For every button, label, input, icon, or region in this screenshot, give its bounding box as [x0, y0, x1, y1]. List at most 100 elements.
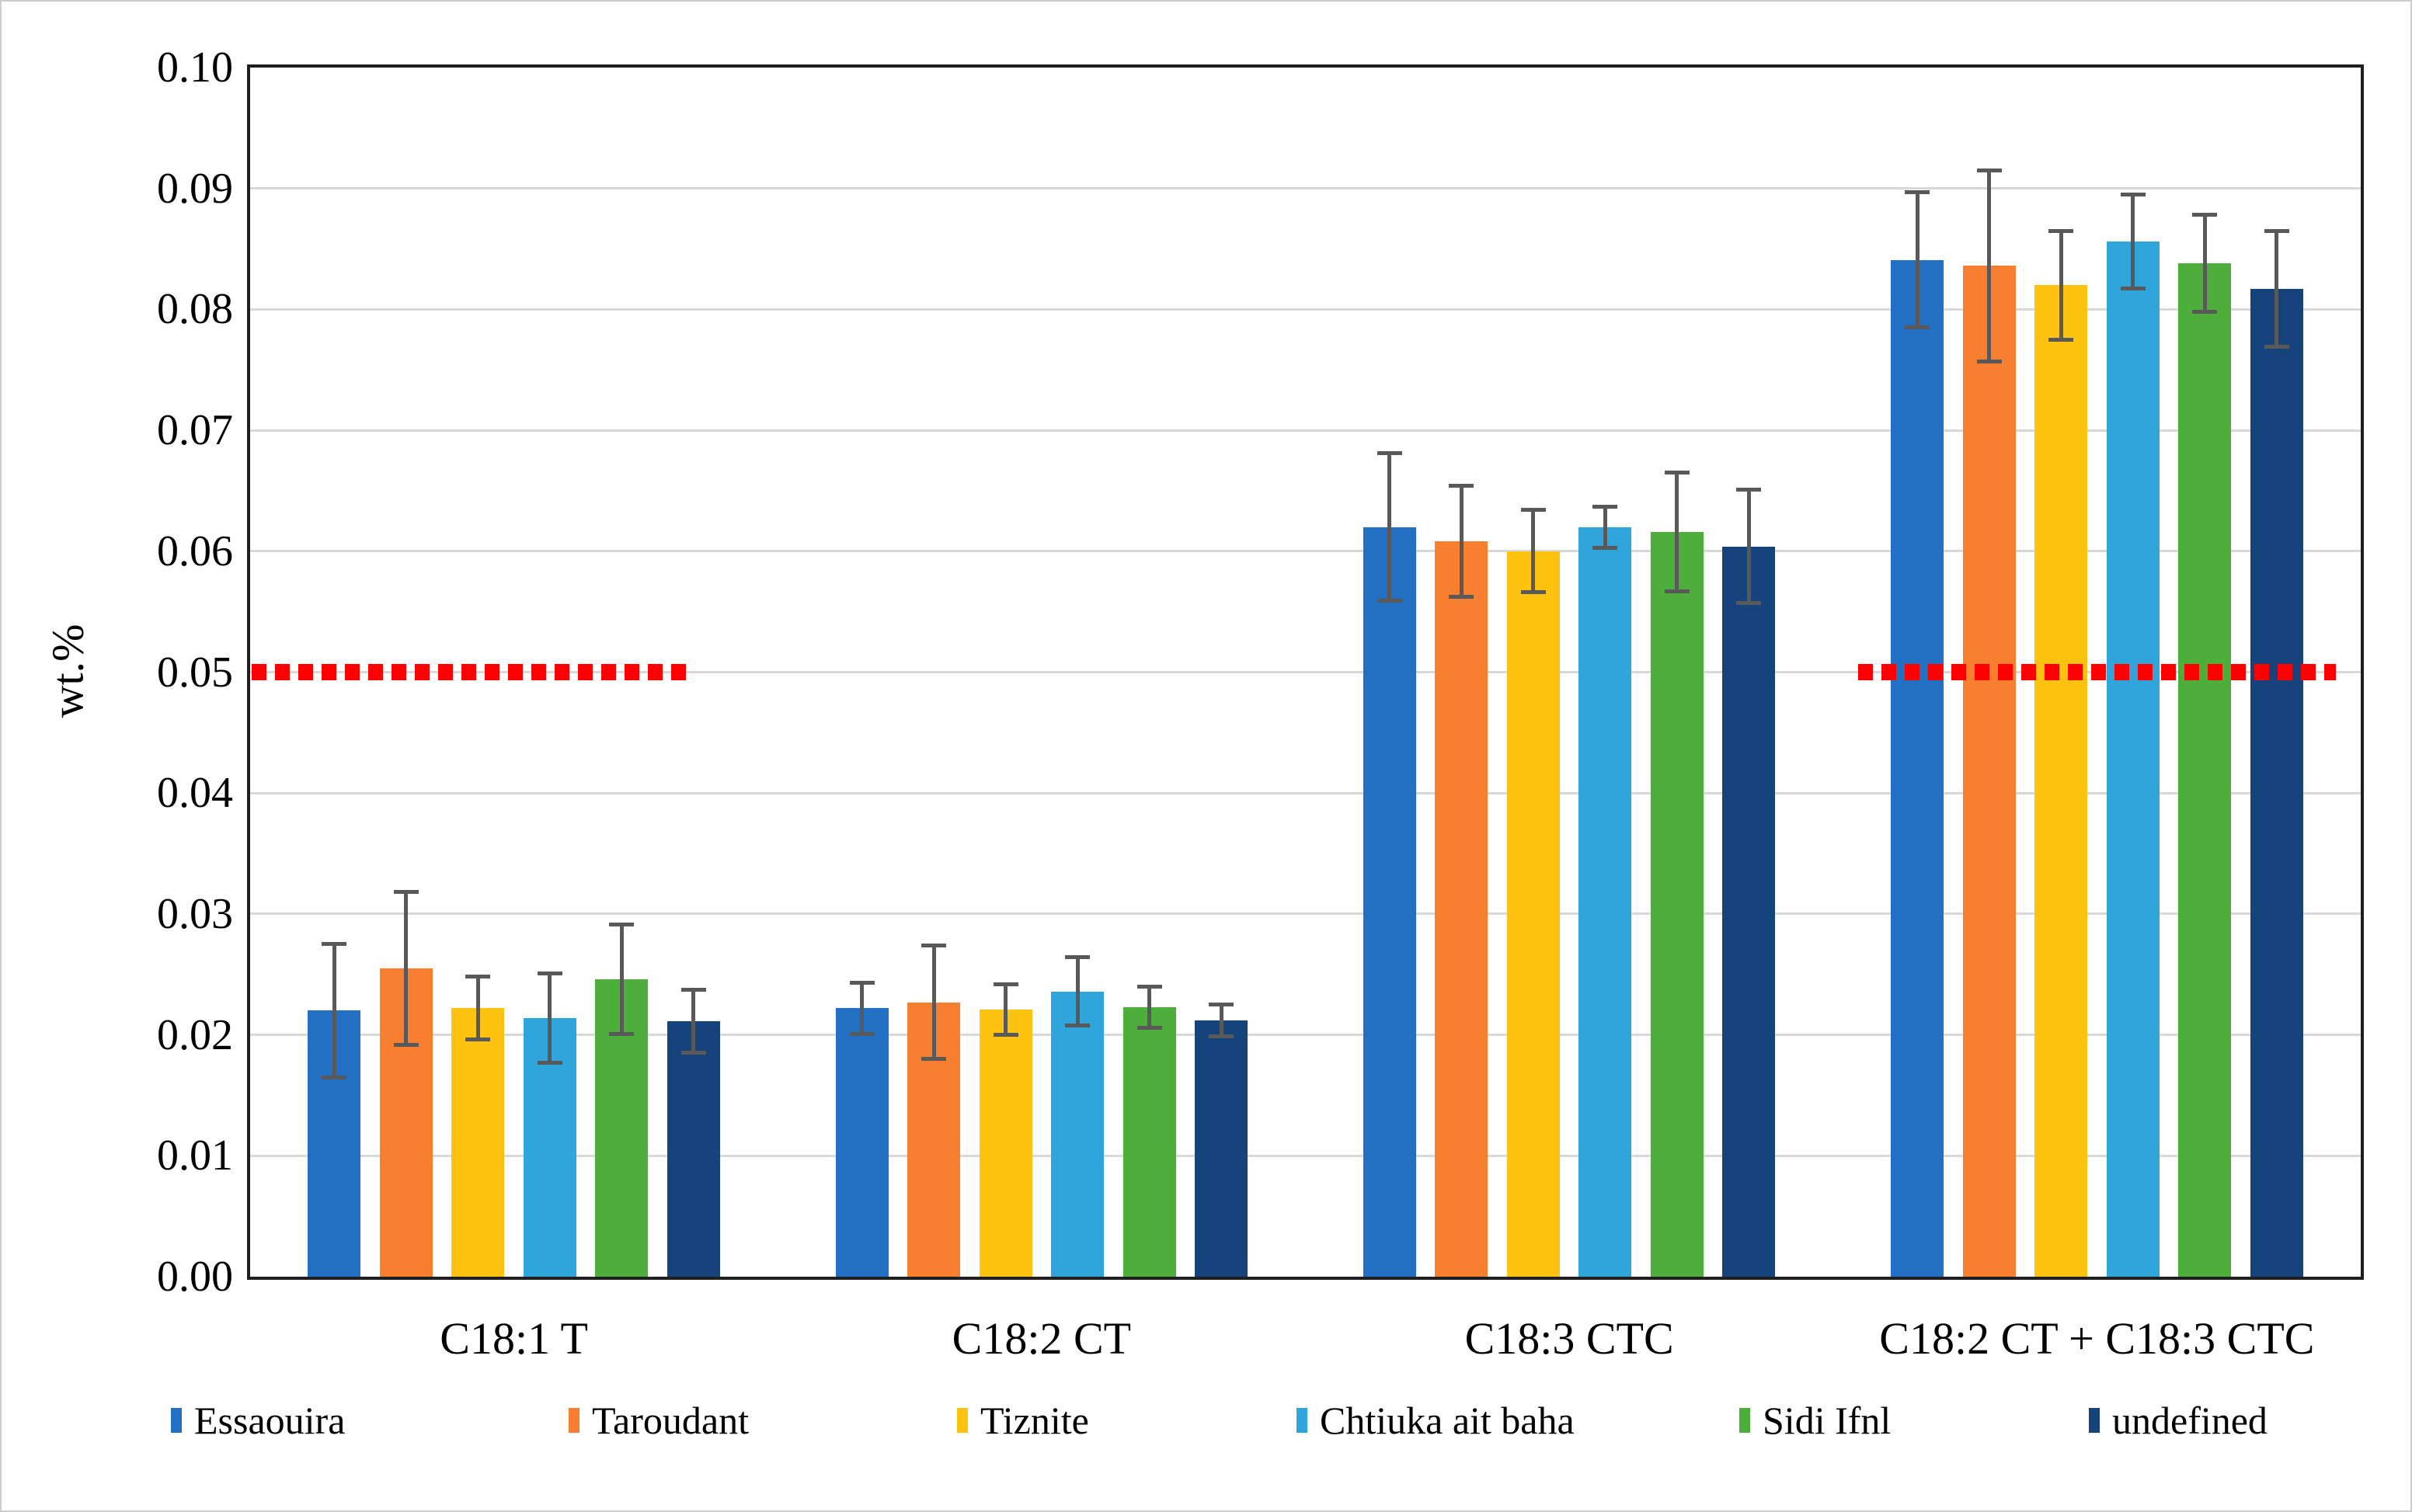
error-bar-cap-bottom — [1592, 545, 1618, 550]
y-tick-label-0.05: 0.05 — [157, 648, 233, 697]
plot-area — [247, 64, 2364, 1280]
gridline-0.09 — [250, 187, 2361, 190]
gridline-0.03 — [250, 912, 2361, 916]
legend-item-essaouira: Essaouira — [171, 1398, 345, 1443]
y-tick-label-0.04: 0.04 — [157, 769, 233, 818]
legend-marker-tiznite — [957, 1408, 968, 1433]
error-bar-cap-bottom — [1136, 1025, 1162, 1030]
y-tick-label-0.02: 0.02 — [157, 1010, 233, 1059]
legend-marker-chtiuka-ait-baha — [1296, 1408, 1307, 1433]
error-bar-tiznite-c18-3-ctc — [1531, 509, 1536, 593]
error-bar-cap-bottom — [1209, 1034, 1234, 1038]
gridline-0.05 — [250, 671, 2361, 673]
error-bar-cap-bottom — [2264, 345, 2289, 349]
bar-tiznite-c18-1-t — [451, 1008, 505, 1277]
error-bar-cap-top — [609, 923, 635, 927]
bar-taroudant-c18-3-ctc — [1435, 541, 1488, 1277]
error-bar-cap-top — [1664, 471, 1690, 475]
error-bar-cap-top — [1520, 508, 1546, 513]
error-bar-cap-bottom — [393, 1042, 419, 1047]
error-bar-essaouira-c18-1-t — [332, 944, 336, 1078]
error-bar-cap-bottom — [680, 1051, 706, 1055]
legend-item-taroudant: Taroudant — [569, 1398, 749, 1443]
error-bar-tiznite-c18-2-ct-c18-3-ctc — [2059, 231, 2063, 340]
x-category-label-c18-1-t: C18:1 T — [440, 1313, 588, 1364]
error-bar-taroudant-c18-2-ct-c18-3-ctc — [1987, 170, 1992, 362]
error-bar-cap-bottom — [1520, 590, 1546, 595]
reference-line-right — [1858, 664, 2336, 680]
gridline-0.06 — [250, 550, 2361, 553]
error-bar-chtiuka-ait-baha-c18-3-ctc — [1603, 506, 1607, 548]
error-bar-taroudant-c18-2-ct — [931, 945, 936, 1059]
error-bar-chtiuka-ait-baha-c18-2-ct-c18-3-ctc — [2131, 194, 2135, 289]
error-bar-undefined-c18-1-t — [691, 989, 696, 1053]
y-tick-label-0.03: 0.03 — [157, 889, 233, 938]
y-tick-label-0.09: 0.09 — [157, 164, 233, 213]
y-tick-label-0.06: 0.06 — [157, 527, 233, 575]
error-bar-cap-bottom — [2048, 337, 2074, 342]
error-bar-sidi-ifnl-c18-1-t — [619, 924, 624, 1034]
legend-label-taroudant: Taroudant — [592, 1399, 749, 1442]
error-bar-cap-top — [2048, 228, 2074, 233]
legend-marker-undefined — [2089, 1408, 2100, 1433]
bar-sidi-ifnl-c18-2-ct — [1122, 1006, 1176, 1277]
bar-undefined-c18-3-ctc — [1722, 546, 1776, 1277]
bar-sidi-ifnl-c18-3-ctc — [1650, 531, 1704, 1277]
bar-chtiuka-ait-baha-c18-3-ctc — [1578, 527, 1632, 1277]
error-bar-cap-top — [465, 975, 491, 979]
bar-essaouira-c18-3-ctc — [1363, 527, 1416, 1277]
bar-chtiuka-ait-baha-c18-2-ct — [1051, 991, 1105, 1277]
error-bar-chtiuka-ait-baha-c18-2-ct — [1075, 957, 1080, 1026]
legend-item-chtiuka-ait-baha: Chtiuka ait baha — [1296, 1398, 1575, 1443]
error-bar-taroudant-c18-1-t — [404, 892, 409, 1045]
legend-item-undefined: undefined — [2089, 1398, 2268, 1443]
gridline-0.01 — [250, 1154, 2361, 1157]
error-bar-cap-bottom — [1664, 589, 1690, 593]
error-bar-cap-bottom — [1065, 1023, 1091, 1027]
error-bar-taroudant-c18-3-ctc — [1459, 485, 1464, 597]
error-bar-cap-top — [1449, 484, 1474, 488]
error-bar-cap-top — [1905, 189, 1930, 194]
error-bar-cap-bottom — [322, 1075, 347, 1079]
error-bar-undefined-c18-2-ct-c18-3-ctc — [2275, 231, 2279, 347]
error-bar-cap-top — [537, 971, 562, 975]
legend-label-chtiuka-ait-baha: Chtiuka ait baha — [1320, 1399, 1575, 1442]
y-tick-label-0.07: 0.07 — [157, 406, 233, 455]
error-bar-cap-bottom — [2192, 310, 2218, 314]
error-bar-cap-bottom — [1905, 325, 1930, 330]
error-bar-cap-bottom — [1449, 595, 1474, 600]
error-bar-cap-top — [1136, 984, 1162, 989]
bar-undefined-c18-2-ct-c18-3-ctc — [2250, 288, 2303, 1277]
error-bar-cap-top — [849, 981, 875, 985]
error-bar-cap-bottom — [609, 1031, 635, 1036]
legend-label-tiznite: Tiznite — [980, 1399, 1089, 1442]
legend-marker-essaouira — [171, 1408, 182, 1433]
y-tick-label-0.01: 0.01 — [157, 1131, 233, 1180]
legend-label-sidi-ifnl: Sidi Ifnl — [1763, 1399, 1892, 1442]
gridline-0.08 — [250, 308, 2361, 311]
error-bar-essaouira-c18-3-ctc — [1387, 453, 1392, 601]
y-tick-label-0.00: 0.00 — [157, 1253, 233, 1301]
error-bar-cap-bottom — [2120, 287, 2146, 291]
bar-tiznite-c18-2-ct — [979, 1009, 1032, 1277]
bar-sidi-ifnl-c18-2-ct-c18-3-ctc — [2178, 263, 2232, 1277]
error-bar-cap-top — [1976, 168, 2002, 172]
legend-marker-taroudant — [569, 1408, 580, 1433]
x-category-label-c18-2-ct: C18:2 CT — [952, 1313, 1132, 1364]
bar-undefined-c18-1-t — [667, 1021, 720, 1277]
error-bar-cap-top — [1736, 487, 1762, 492]
error-bar-cap-bottom — [921, 1057, 947, 1062]
error-bar-tiznite-c18-2-ct — [1004, 984, 1008, 1035]
error-bar-cap-top — [1592, 504, 1618, 509]
bar-tiznite-c18-2-ct-c18-3-ctc — [2034, 285, 2088, 1277]
error-bar-cap-bottom — [1976, 359, 2002, 363]
error-bar-tiznite-c18-1-t — [475, 976, 480, 1040]
error-bar-cap-top — [993, 982, 1018, 986]
bar-essaouira-c18-2-ct — [835, 1008, 889, 1277]
error-bar-cap-top — [393, 890, 419, 895]
legend-label-essaouira: Essaouira — [194, 1399, 346, 1442]
y-tick-label-0.10: 0.10 — [157, 43, 233, 92]
error-bar-cap-bottom — [1377, 599, 1402, 603]
error-bar-cap-bottom — [1736, 601, 1762, 606]
